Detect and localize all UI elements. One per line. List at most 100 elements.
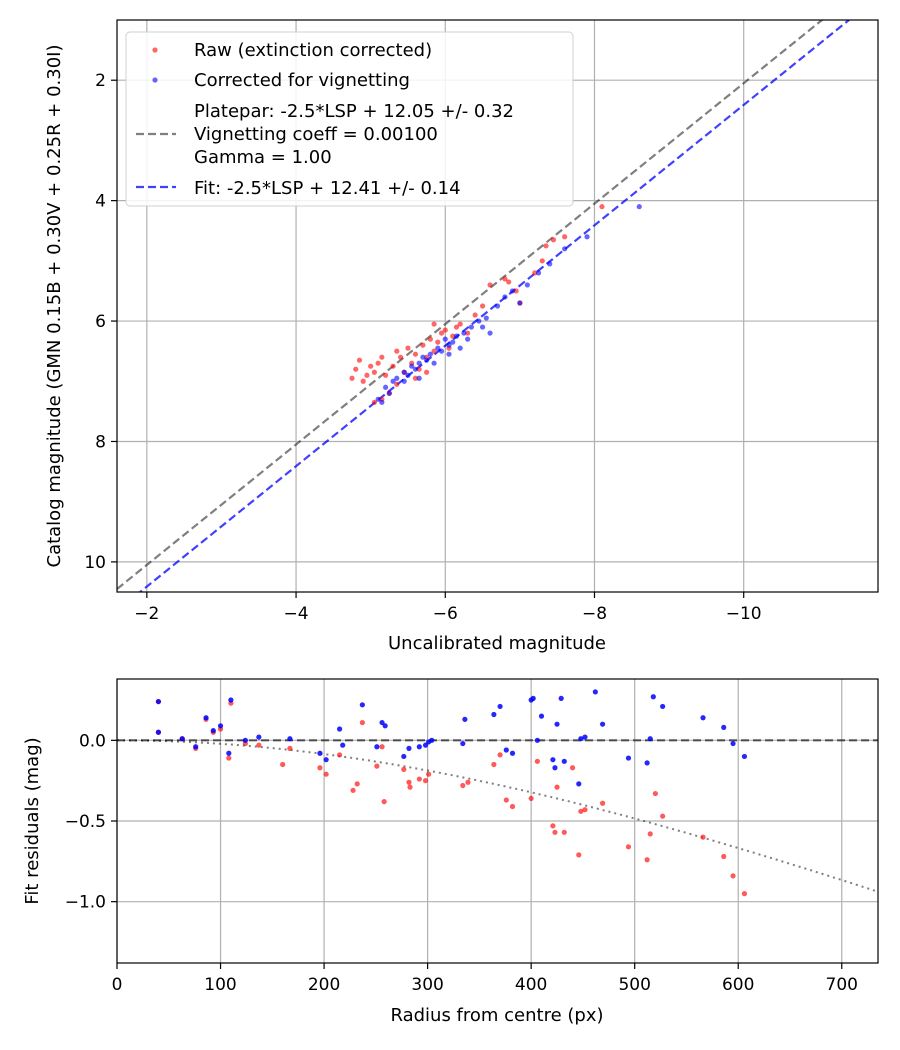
raw-point	[599, 204, 605, 210]
raw-point	[539, 258, 545, 264]
corrected-residual-point	[379, 719, 385, 726]
raw-residual-point	[381, 799, 387, 805]
corrected-point	[431, 360, 437, 366]
corrected-point	[424, 357, 430, 363]
raw-residual-point	[354, 781, 360, 787]
top-y-tick-label: 4	[95, 192, 106, 212]
corrected-point	[502, 294, 508, 300]
raw-residual-point	[660, 813, 666, 819]
corrected-point	[416, 375, 422, 381]
corrected-point	[517, 300, 523, 306]
corrected-point	[562, 246, 568, 252]
corrected-point	[446, 351, 452, 357]
corrected-point	[636, 204, 642, 210]
legend: Raw (extinction corrected) Corrected for…	[125, 31, 574, 207]
corrected-residual-point	[323, 757, 329, 763]
corrected-point	[409, 363, 415, 369]
corrected-point	[401, 378, 407, 384]
corrected-residual-point	[582, 734, 588, 740]
corrected-point	[468, 324, 474, 330]
raw-point	[472, 312, 478, 318]
corrected-point	[405, 372, 411, 378]
raw-residual-point	[426, 771, 432, 777]
corrected-point	[401, 369, 407, 375]
corrected-point	[465, 336, 471, 342]
corrected-residual-point	[741, 753, 748, 760]
raw-residual-point	[374, 763, 380, 769]
raw-residual-point	[350, 787, 356, 793]
corrected-residual-point	[497, 703, 503, 710]
top-ticks: −2 −4 −6 −8 −10 2 4 6 8 10	[84, 71, 761, 624]
corrected-residual-point	[538, 713, 545, 719]
raw-residual-point	[323, 771, 329, 777]
raw-residual-point	[721, 853, 727, 860]
corrected-point	[483, 315, 489, 321]
corrected-point	[487, 330, 493, 336]
bottom-x-tick-label: 500	[618, 975, 650, 995]
corrected-residual-point	[730, 740, 736, 747]
raw-point	[424, 369, 430, 375]
corrected-residual-point	[374, 744, 380, 750]
bottom-x-tick-label: 100	[204, 975, 236, 995]
raw-residual-point	[550, 823, 556, 829]
top-x-tick-label: −10	[726, 604, 762, 624]
top-plot-frame	[116, 19, 879, 593]
corrected-point	[535, 270, 542, 276]
legend-label-platepar-1: Platepar: -2.5*LSP + 12.05 +/- 0.32	[194, 101, 514, 122]
legend-label-platepar-2: Vignetting coeff = 0.00100	[194, 124, 438, 145]
corrected-residual-point	[210, 728, 216, 734]
raw-point	[371, 399, 377, 405]
legend-label-platepar-3: Gamma = 1.00	[194, 147, 332, 168]
raw-residual-point	[569, 765, 576, 771]
corrected-point	[524, 282, 530, 288]
corrected-residual-point	[530, 695, 536, 701]
top-x-tick-label: −8	[582, 604, 607, 624]
corrected-residual-point	[552, 765, 558, 771]
raw-residual-point	[256, 742, 262, 748]
raw-point	[427, 336, 433, 342]
raw-residual-point	[280, 761, 286, 768]
raw-point	[479, 303, 486, 309]
raw-residual-point	[226, 755, 232, 761]
corrected-point	[446, 342, 452, 348]
corrected-residual-point	[242, 737, 248, 743]
line-platepar	[117, 20, 824, 590]
corrected-point	[457, 345, 463, 351]
raw-residual-point	[497, 752, 503, 758]
corrected-residual-point	[422, 742, 429, 748]
corrected-residual-point	[179, 736, 185, 742]
top-x-tick-label: −4	[284, 604, 309, 624]
corrected-point	[453, 333, 460, 339]
raw-point	[412, 375, 419, 381]
corrected-residual-point	[503, 747, 509, 753]
corrected-point	[547, 261, 553, 267]
raw-point	[550, 237, 557, 243]
corrected-point	[394, 375, 400, 381]
corrected-residual-point	[534, 737, 540, 743]
corrected-point	[382, 384, 389, 390]
top-points	[349, 204, 642, 405]
raw-point	[457, 321, 463, 327]
corrected-residual-point	[599, 721, 606, 727]
raw-residual-point	[465, 779, 471, 785]
raw-point	[453, 324, 460, 330]
corrected-residual-point	[647, 736, 653, 742]
bottom-y-tick-label: −1.0	[65, 893, 106, 913]
raw-residual-point	[337, 752, 343, 758]
corrected-residual-point	[406, 745, 412, 751]
bottom-x-tick-label: 200	[308, 975, 340, 995]
raw-residual-point	[652, 790, 658, 797]
raw-point	[502, 276, 508, 282]
corrected-residual-point	[217, 723, 224, 729]
corrected-point	[450, 339, 456, 345]
top-fit-lines	[117, 20, 851, 592]
corrected-residual-point	[592, 689, 598, 695]
raw-residual-point	[509, 803, 516, 810]
raw-point	[371, 369, 377, 375]
top-x-tick-label: −6	[433, 604, 458, 624]
raw-residual-point	[700, 834, 706, 840]
corrected-point	[442, 336, 448, 342]
raw-point	[532, 270, 538, 276]
corrected-residual-point	[462, 716, 468, 722]
corrected-point	[379, 399, 385, 405]
